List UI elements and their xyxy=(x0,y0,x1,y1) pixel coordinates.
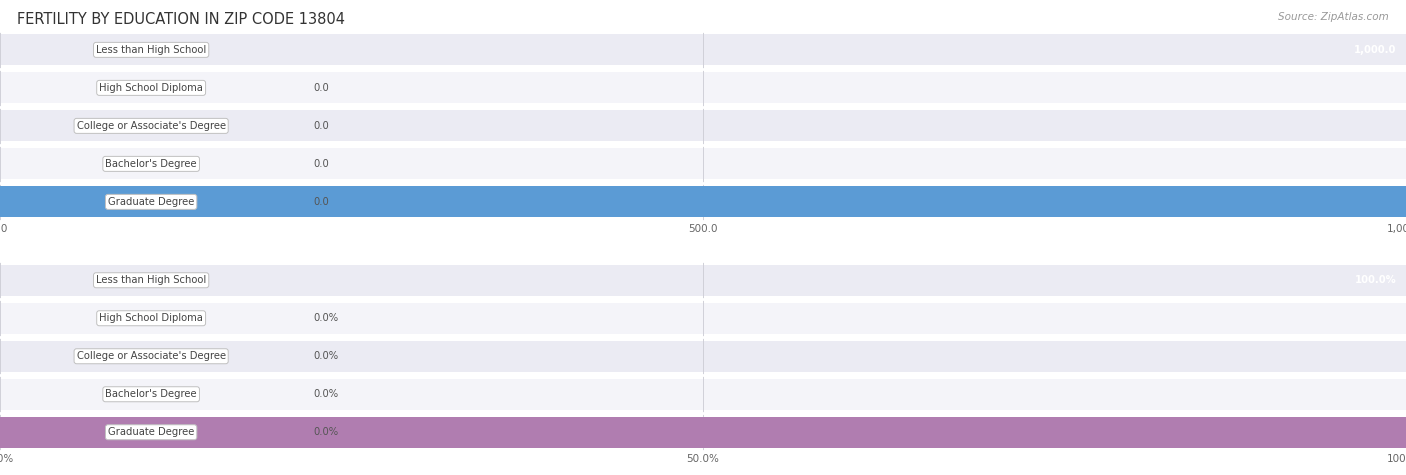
Text: 0.0: 0.0 xyxy=(314,159,329,169)
Text: 0.0%: 0.0% xyxy=(314,313,339,323)
Bar xyxy=(0,148,1406,180)
Text: 0.0%: 0.0% xyxy=(314,351,339,361)
Bar xyxy=(0,265,1406,296)
Bar xyxy=(0,417,1406,448)
Text: College or Associate's Degree: College or Associate's Degree xyxy=(76,351,226,361)
Text: 0.0%: 0.0% xyxy=(314,427,339,437)
Text: 1,000.0: 1,000.0 xyxy=(1354,45,1396,55)
Bar xyxy=(0,72,1406,104)
Text: Graduate Degree: Graduate Degree xyxy=(108,427,194,437)
Bar xyxy=(0,341,1406,372)
Text: 0.0: 0.0 xyxy=(314,121,329,131)
Text: 100.0%: 100.0% xyxy=(1354,275,1396,285)
Bar xyxy=(0,34,1406,66)
Text: High School Diploma: High School Diploma xyxy=(100,313,202,323)
Text: Bachelor's Degree: Bachelor's Degree xyxy=(105,159,197,169)
Text: High School Diploma: High School Diploma xyxy=(100,83,202,93)
Text: College or Associate's Degree: College or Associate's Degree xyxy=(76,121,226,131)
Text: Bachelor's Degree: Bachelor's Degree xyxy=(105,389,197,399)
Bar xyxy=(0,379,1406,410)
Bar xyxy=(0,186,1406,218)
Bar xyxy=(0,303,1406,334)
Text: Source: ZipAtlas.com: Source: ZipAtlas.com xyxy=(1278,12,1389,22)
Bar xyxy=(0,110,1406,142)
Bar xyxy=(0,186,1406,218)
Bar xyxy=(0,417,1406,448)
Text: FERTILITY BY EDUCATION IN ZIP CODE 13804: FERTILITY BY EDUCATION IN ZIP CODE 13804 xyxy=(17,12,344,27)
Text: 0.0: 0.0 xyxy=(314,83,329,93)
Text: 0.0%: 0.0% xyxy=(314,389,339,399)
Text: Less than High School: Less than High School xyxy=(96,45,207,55)
Text: Less than High School: Less than High School xyxy=(96,275,207,285)
Text: Graduate Degree: Graduate Degree xyxy=(108,197,194,207)
Text: 0.0: 0.0 xyxy=(314,197,329,207)
